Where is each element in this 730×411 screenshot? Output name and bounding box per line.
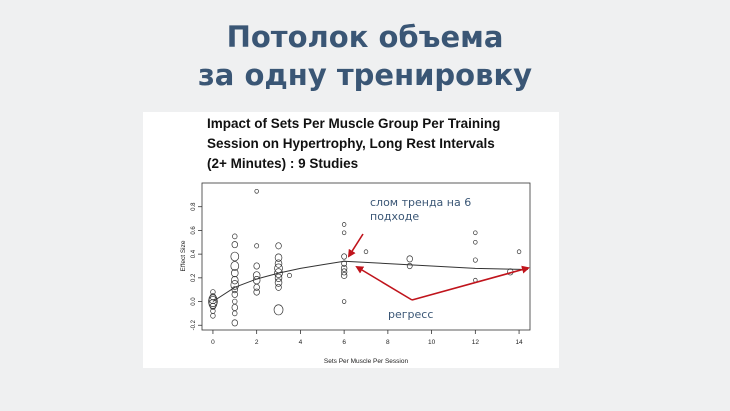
regress-arrow-right bbox=[411, 265, 530, 301]
slide-title-line-2: за одну тренировку bbox=[197, 58, 533, 92]
data-point bbox=[340, 268, 348, 276]
data-point bbox=[232, 310, 238, 317]
data-point bbox=[473, 230, 478, 236]
data-point bbox=[231, 303, 238, 311]
chart-title-line-2: Session on Hypertrophy, Long Rest Interv… bbox=[207, 136, 495, 151]
x-tick-label: 10 bbox=[428, 339, 436, 346]
data-point bbox=[254, 188, 259, 194]
data-point bbox=[341, 230, 347, 236]
x-tick-label: 8 bbox=[386, 339, 390, 346]
data-point bbox=[274, 278, 283, 287]
data-point bbox=[274, 273, 283, 282]
y-tick-label: 0.4 bbox=[191, 249, 197, 258]
data-point bbox=[231, 241, 238, 249]
data-point bbox=[208, 296, 218, 307]
chart-title-line-1: Impact of Sets Per Muscle Group Per Trai… bbox=[207, 116, 501, 131]
trend-break-annotation-line-1: слом тренда на 6 bbox=[370, 196, 471, 209]
y-tick-label: 0.8 bbox=[191, 202, 197, 211]
data-point bbox=[231, 290, 238, 298]
y-tick-label: 0.2 bbox=[191, 273, 197, 282]
data-point bbox=[253, 283, 260, 291]
trend-break-annotation-line-2: подходе bbox=[370, 210, 419, 223]
trend-line bbox=[212, 260, 528, 302]
x-tick-label: 4 bbox=[299, 339, 303, 346]
chart-title: Impact of Sets Per Muscle Group Per Trai… bbox=[207, 114, 537, 174]
data-point bbox=[287, 272, 292, 279]
data-point bbox=[230, 251, 240, 262]
y-tick-label: 0.6 bbox=[191, 226, 197, 235]
data-point bbox=[341, 253, 348, 260]
chart-title-line-3: (2+ Minutes) : 9 Studies bbox=[207, 156, 359, 171]
data-point bbox=[406, 255, 413, 263]
data-point bbox=[231, 319, 238, 327]
plot-frame bbox=[201, 182, 531, 331]
data-point bbox=[209, 293, 217, 301]
y-axis: -0.2 0.0 0.2 0.4 0.6 0.8 bbox=[191, 202, 202, 330]
data-point bbox=[253, 262, 260, 270]
data-point bbox=[341, 222, 347, 227]
data-point bbox=[340, 271, 348, 279]
data-point bbox=[363, 249, 369, 255]
data-point bbox=[340, 264, 348, 272]
data-point bbox=[516, 249, 522, 255]
x-tick-label: 12 bbox=[472, 339, 480, 346]
data-point bbox=[254, 243, 260, 249]
y-tick-label: 0.0 bbox=[191, 297, 197, 306]
slide-title: Потолок объема за одну тренировку bbox=[0, 18, 730, 94]
data-point bbox=[273, 304, 284, 316]
regress-arrow-left bbox=[355, 265, 413, 301]
data-point bbox=[253, 288, 260, 296]
data-points bbox=[208, 188, 522, 327]
y-axis-label: Effect Size bbox=[180, 240, 187, 271]
trend-break-arrow bbox=[347, 233, 364, 258]
data-point bbox=[210, 312, 216, 319]
chart-figure bbox=[143, 112, 559, 368]
x-tick-label: 6 bbox=[342, 339, 346, 346]
y-tick-label: -0.2 bbox=[191, 319, 197, 330]
x-tick-label: 0 bbox=[211, 339, 215, 346]
data-point bbox=[274, 259, 283, 268]
data-point bbox=[473, 239, 478, 245]
x-tick-label: 14 bbox=[515, 339, 523, 346]
data-point bbox=[210, 289, 216, 295]
data-point bbox=[275, 242, 282, 250]
data-point bbox=[472, 257, 478, 263]
data-point bbox=[209, 302, 217, 310]
data-point bbox=[231, 268, 239, 278]
data-point bbox=[274, 268, 283, 278]
data-point bbox=[230, 280, 240, 290]
x-axis-label: Sets Per Muscle Per Session bbox=[324, 358, 409, 365]
data-point bbox=[275, 283, 282, 291]
regress-annotation: регресс bbox=[388, 308, 433, 321]
data-point bbox=[231, 276, 239, 285]
data-point bbox=[230, 261, 240, 271]
data-point bbox=[406, 262, 413, 270]
data-point bbox=[232, 233, 238, 240]
data-point bbox=[274, 253, 283, 262]
data-point bbox=[232, 298, 238, 305]
x-axis: 0 2 4 6 8 10 12 14 bbox=[211, 330, 523, 346]
data-point bbox=[341, 299, 347, 304]
x-tick-label: 2 bbox=[255, 339, 259, 346]
slide-title-line-1: Потолок объема bbox=[226, 20, 504, 54]
